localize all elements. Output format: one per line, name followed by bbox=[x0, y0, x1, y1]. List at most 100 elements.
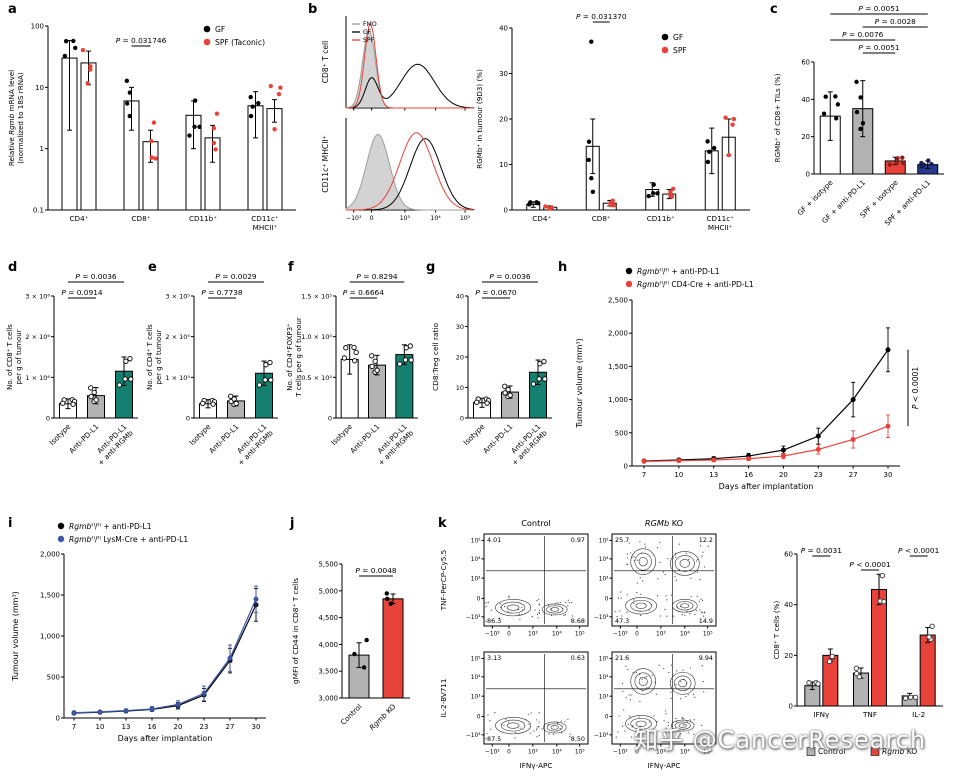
data-point bbox=[668, 193, 673, 198]
label: IFNγ-APC bbox=[520, 761, 553, 770]
label: CD11c⁺ MHCII⁺ bbox=[321, 135, 330, 192]
label: 87.5 bbox=[487, 735, 501, 743]
label: −10³ bbox=[485, 749, 500, 756]
label: 1,500 bbox=[40, 592, 60, 600]
hist-axis-title: CD11c⁺ MHCII⁺ bbox=[321, 135, 330, 192]
label: 0 bbox=[635, 632, 639, 638]
label: per g of tumour bbox=[15, 329, 23, 384]
event-dot bbox=[643, 573, 646, 575]
data-point bbox=[248, 94, 253, 100]
event-dot bbox=[680, 681, 682, 683]
label: 0 bbox=[789, 703, 793, 711]
quadrant-UR: 0.97 bbox=[571, 536, 585, 544]
label: GF bbox=[673, 33, 683, 42]
label: 7 bbox=[72, 723, 76, 731]
data-point bbox=[823, 94, 828, 99]
event-dot bbox=[633, 560, 635, 562]
label: 0 bbox=[477, 715, 481, 721]
label: 10⁴ bbox=[680, 631, 690, 638]
data-point bbox=[124, 101, 130, 106]
y-tick-label: 10 bbox=[35, 84, 44, 92]
label: 5,000 bbox=[319, 587, 338, 595]
label: 0 bbox=[806, 171, 810, 179]
y-axis-label: Tumour volume (mm³) bbox=[575, 338, 584, 429]
event-dot bbox=[663, 720, 665, 722]
label: 3,000 bbox=[319, 695, 338, 703]
event-dot bbox=[644, 546, 647, 548]
panel-a-letter: a bbox=[8, 2, 17, 17]
event-dot bbox=[641, 678, 643, 680]
label: FMO bbox=[363, 21, 377, 28]
contour bbox=[638, 676, 648, 687]
event-dot bbox=[567, 605, 569, 607]
event-dot bbox=[702, 680, 704, 683]
contour bbox=[546, 605, 564, 614]
label: 7 bbox=[72, 723, 76, 731]
data-point bbox=[589, 39, 594, 44]
data-point bbox=[507, 392, 513, 398]
label: = 0.0670 bbox=[480, 288, 517, 297]
event-dot bbox=[538, 721, 540, 723]
event-dot bbox=[631, 556, 633, 559]
data-point bbox=[929, 623, 935, 629]
series-marker bbox=[780, 453, 786, 459]
label: 10⁴ bbox=[599, 556, 609, 563]
label: P = 0.0076 bbox=[842, 30, 884, 39]
x-category-label: Isotype bbox=[461, 422, 486, 447]
label: = 0.8294 bbox=[361, 272, 398, 281]
label: T cells per g of tumour bbox=[295, 317, 303, 398]
bar-plot: 0 10 20 30 40 RGMb⁺ in tumour (9D3) (%) CD4⁺ CD… bbox=[475, 12, 750, 232]
data-point bbox=[149, 138, 154, 144]
data-point bbox=[352, 358, 358, 364]
label: 0.63 bbox=[571, 654, 585, 662]
data-point bbox=[250, 104, 255, 109]
event-dot bbox=[486, 732, 488, 735]
label: 1 × 10⁵ bbox=[165, 374, 190, 382]
label: 10 bbox=[674, 471, 683, 479]
event-dot bbox=[693, 693, 695, 695]
label: No. of CD4⁺ T cells bbox=[146, 324, 154, 390]
event-dot bbox=[642, 580, 644, 582]
data-point bbox=[71, 38, 76, 44]
label: 10³ bbox=[656, 631, 666, 638]
label: < 0.0001 bbox=[903, 546, 940, 555]
label: 10³ bbox=[471, 575, 481, 582]
event-dot bbox=[665, 727, 667, 729]
label: IFNγ-APC bbox=[520, 761, 553, 770]
label: per g of tumour bbox=[155, 329, 163, 384]
label: SPF bbox=[673, 46, 687, 55]
legend-marker bbox=[57, 522, 65, 530]
label: 30 bbox=[884, 471, 893, 479]
event-dot bbox=[674, 728, 676, 730]
panel-k-letter: k bbox=[438, 516, 447, 531]
data-point bbox=[590, 189, 596, 194]
label: 25.7 bbox=[615, 536, 629, 544]
label: P = 0.0029 bbox=[215, 272, 257, 281]
data-point bbox=[231, 396, 237, 402]
x-tick-label: −10³ bbox=[485, 631, 500, 638]
label: 10⁵ bbox=[460, 215, 471, 222]
label: 2,500 bbox=[608, 297, 628, 305]
event-dot bbox=[617, 597, 619, 599]
data-point bbox=[210, 401, 216, 407]
y-tick-label: 1 × 10⁵ bbox=[165, 374, 190, 382]
legend-label: GF bbox=[673, 33, 683, 42]
label: 4.01 bbox=[487, 536, 501, 544]
x-tick-label: 16 bbox=[744, 471, 753, 479]
event-dot bbox=[674, 576, 676, 578]
contour bbox=[506, 604, 520, 611]
contour bbox=[625, 715, 658, 733]
event-dot bbox=[700, 598, 702, 600]
contour bbox=[546, 723, 563, 732]
event-dot bbox=[699, 609, 701, 611]
event-dot bbox=[646, 687, 648, 689]
data-point bbox=[62, 53, 68, 59]
y-tick-label: −10³ bbox=[466, 614, 481, 621]
y-axis-label: No. of CD4⁺ T cellsper g of tumour bbox=[146, 324, 163, 390]
series-marker bbox=[815, 433, 821, 439]
data-point bbox=[91, 389, 97, 396]
event-dot bbox=[626, 611, 628, 613]
label: = 0.0914 bbox=[66, 288, 103, 297]
panel-j: 3,000 3,500 4,000 4,500 5,000 5,500 gMFI of CD… bbox=[288, 516, 438, 782]
label: GF bbox=[673, 33, 683, 42]
